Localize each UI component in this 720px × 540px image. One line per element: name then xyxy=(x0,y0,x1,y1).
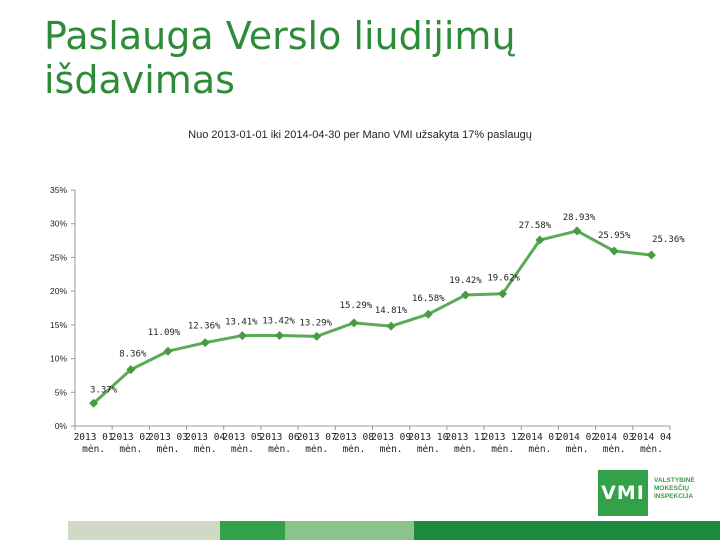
data-point xyxy=(200,338,210,348)
x-tick-label: mėn. xyxy=(603,444,626,455)
data-label: 11.09% xyxy=(148,328,181,338)
data-point xyxy=(275,331,285,341)
x-tick-label: mėn. xyxy=(417,444,440,455)
vmi-logo-text: VALSTYBINĖ MOKESČIŲ INSPEKCIJA xyxy=(654,477,695,501)
x-tick-label: 2013 04 xyxy=(185,432,225,443)
x-tick-label: 2013 03 xyxy=(148,432,188,443)
x-tick-label: 2013 12 xyxy=(483,432,523,443)
data-label: 15.29% xyxy=(340,301,373,311)
x-tick-label: 2013 06 xyxy=(260,432,300,443)
chart-subtitle: Nuo 2013-01-01 iki 2014-04-30 per Mano V… xyxy=(188,129,532,141)
x-tick-label: mėn. xyxy=(640,444,663,455)
data-point xyxy=(423,309,433,319)
data-label: 12.36% xyxy=(188,322,221,332)
data-label: 8.36% xyxy=(119,350,147,360)
data-label: 25.95% xyxy=(598,231,631,241)
x-tick-label: 2013 09 xyxy=(371,432,411,443)
x-tick-label: mėn. xyxy=(491,444,514,455)
x-tick-label: 2014 01 xyxy=(520,432,560,443)
x-tick-label: 2013 07 xyxy=(297,432,337,443)
footer-segment xyxy=(220,521,285,540)
y-tick-label: 35% xyxy=(50,185,67,195)
logo-line: MOKESČIŲ xyxy=(654,485,690,492)
chart-axes xyxy=(74,190,670,427)
x-tick-label: 2013 11 xyxy=(445,432,485,443)
data-label: 28.93% xyxy=(563,213,596,223)
y-tick-label: 30% xyxy=(50,219,67,229)
x-tick-label: 2013 05 xyxy=(222,432,262,443)
data-point xyxy=(237,331,247,341)
x-tick-label: 2014 04 xyxy=(631,432,671,443)
data-label: 27.58% xyxy=(519,221,552,231)
data-label: 13.29% xyxy=(299,318,332,328)
x-tick-label: 2013 10 xyxy=(408,432,448,443)
data-label: 14.81% xyxy=(375,306,408,316)
data-point xyxy=(89,398,99,408)
footer-segment xyxy=(414,521,720,540)
data-label: 13.42% xyxy=(262,317,295,327)
y-tick-label: 10% xyxy=(50,354,67,364)
data-label: 13.41% xyxy=(225,318,258,328)
data-point xyxy=(349,318,359,328)
footer-segment xyxy=(68,521,220,540)
data-label: 3.37% xyxy=(90,385,118,395)
y-tick-label: 0% xyxy=(55,421,68,431)
data-point xyxy=(572,226,582,236)
footer-segment xyxy=(285,521,414,540)
x-tick-label: 2013 02 xyxy=(111,432,151,443)
x-tick-label: mėn. xyxy=(342,444,365,455)
footer-color-bar xyxy=(68,521,720,540)
data-labels: 3.37% 8.36% 11.09% 12.36% 13.41% 13.42% 13.29%… xyxy=(90,213,685,395)
x-tick-label: 2013 08 xyxy=(334,432,374,443)
data-point xyxy=(535,235,545,245)
data-point xyxy=(126,365,136,375)
data-label: 16.58% xyxy=(412,294,445,304)
x-tick-label: 2014 03 xyxy=(594,432,634,443)
data-point xyxy=(498,289,508,299)
x-tick-label: mėn. xyxy=(305,444,328,455)
data-label: 25.36% xyxy=(652,235,685,245)
y-tick-label: 25% xyxy=(50,252,67,262)
x-tick-label: mėn. xyxy=(82,444,105,455)
x-tick-label: 2013 01 xyxy=(74,432,114,443)
data-point xyxy=(386,321,396,331)
x-tick-label: mėn. xyxy=(454,444,477,455)
series-line xyxy=(92,229,652,405)
x-tick-label: mėn. xyxy=(157,444,180,455)
y-tick-label: 15% xyxy=(50,320,67,330)
series-polyline xyxy=(92,229,652,405)
y-axis-ticks: 0% 5% 10% 15% 20% 25% 30% 35% xyxy=(50,185,75,431)
x-tick-label: mėn. xyxy=(231,444,254,455)
data-label: 19.42% xyxy=(449,276,482,286)
vmi-logo: VMI VALSTYBINĖ MOKESČIŲ INSPEKCIJA xyxy=(598,470,708,516)
data-point xyxy=(312,331,322,341)
x-tick-label: mėn. xyxy=(380,444,403,455)
y-tick-label: 5% xyxy=(55,387,68,397)
vmi-logo-mark: VMI xyxy=(598,470,648,516)
y-tick-label: 20% xyxy=(50,286,67,296)
x-tick-label: mėn. xyxy=(528,444,551,455)
page-title: Paslauga Verslo liudijimų išdavimas xyxy=(44,14,516,102)
logo-line: VALSTYBINĖ xyxy=(654,477,695,484)
x-tick-label: mėn. xyxy=(119,444,142,455)
data-point xyxy=(163,346,173,356)
series-markers xyxy=(89,226,656,408)
data-point xyxy=(646,250,656,260)
x-tick-label: 2014 02 xyxy=(557,432,597,443)
x-tick-label: mėn. xyxy=(268,444,291,455)
x-tick-label: mėn. xyxy=(194,444,217,455)
logo-line: INSPEKCIJA xyxy=(654,493,694,500)
data-point xyxy=(609,246,619,256)
data-label: 19.62% xyxy=(487,274,520,284)
data-point xyxy=(460,290,470,300)
x-tick-label: mėn. xyxy=(566,444,589,455)
